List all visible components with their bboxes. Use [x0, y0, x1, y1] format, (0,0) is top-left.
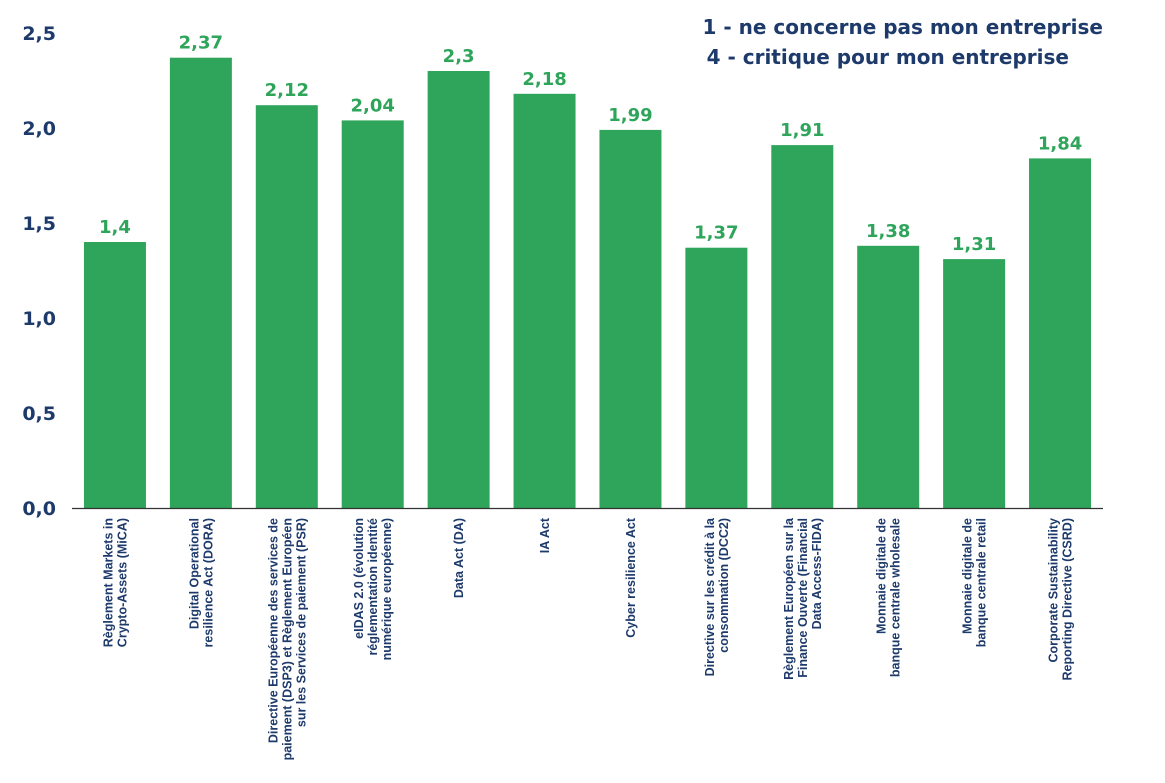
category-label-line: Directive Européenne des services de [266, 518, 280, 743]
y-tick-label: 0,0 [22, 498, 56, 520]
bars [83, 57, 1092, 509]
legend-annotation: 1 - ne concerne pas mon entreprise 4 - c… [702, 15, 1103, 69]
y-tick-label: 1,0 [22, 308, 56, 330]
bar-value-label: 1,37 [694, 223, 738, 244]
legend-line-1: 1 - ne concerne pas mon entreprise [702, 15, 1103, 39]
category-label-line: Monnaie digitale de [875, 518, 889, 634]
y-tick-label: 0,5 [22, 403, 56, 425]
bar-value-label: 2,12 [265, 80, 309, 101]
bar-value-label: 1,91 [780, 120, 824, 141]
bar [83, 242, 146, 508]
legend-line-2: 4 - critique pour mon entreprise [707, 45, 1069, 69]
category-label: Monnaie digitale de banque centrale retai… [961, 518, 989, 647]
category-label-line: consommation (DCC2) [717, 518, 731, 653]
category-label-line: Data Access-FIDA) [810, 518, 824, 629]
bar [857, 245, 920, 509]
category-labels: Règlement Markets in Crypto-Assets (MiCA)… [101, 517, 1074, 760]
category-label-line: Règlement Markets in [101, 518, 115, 647]
category-label: IA Act [538, 517, 552, 553]
category-label-line: Règlement Européen sur la [782, 517, 796, 680]
bar-value-label: 2,04 [350, 95, 394, 116]
category-label-line: eIDAS 2.0 (évolution [352, 518, 366, 639]
bar-value-label: 1,4 [99, 217, 131, 238]
bar [771, 145, 834, 508]
category-label-line: Data Act (DA) [452, 518, 466, 598]
category-label: Cyber resilience Act [624, 517, 638, 638]
category-label: Corporate Sustainability Reporting Direct… [1047, 518, 1075, 681]
category-label-line: Crypto-Assets (MiCA) [115, 518, 129, 647]
category-label-line: Reporting Directive (CSRD) [1061, 518, 1075, 681]
bar [943, 259, 1006, 508]
bar [169, 57, 232, 508]
category-label: Directive sur les crédit à la consommatio… [703, 517, 731, 676]
y-axis-ticks: 0,0 0,5 1,0 1,5 2,0 2,5 [22, 23, 56, 520]
value-labels: 1,4 2,37 2,12 2,04 2,3 2,18 1,99 1,37 1,91 1,38 1,… [99, 33, 1082, 255]
category-label: Directive Européenne des services de paie… [266, 518, 308, 760]
bar [599, 129, 662, 508]
bar [427, 71, 490, 508]
category-label-line: IA Act [538, 517, 552, 553]
y-tick-label: 1,5 [22, 213, 56, 235]
category-label: Règlement Européen sur la Finance Ouverte… [782, 517, 824, 680]
bar-value-label: 1,99 [608, 105, 652, 126]
category-label: eIDAS 2.0 (évolution réglementation ident… [352, 518, 394, 660]
y-tick-label: 2,5 [22, 23, 56, 45]
category-label-line: Cyber resilience Act [624, 517, 638, 638]
category-label-line: paiement (DSP3) et Règlement Européen [280, 518, 294, 760]
category-label-line: Directive sur les crédit à la [703, 517, 717, 676]
category-label-line: resilience Act (DORA) [201, 518, 215, 647]
y-tick-label: 2,0 [22, 118, 56, 140]
category-label-line: Corporate Sustainability [1047, 518, 1061, 663]
category-label-line: sur les Services de paiement (PSR) [294, 518, 308, 727]
category-label-line: banque centrale wholesale [889, 518, 903, 677]
category-label-line: Finance Ouverte (Financial [796, 518, 810, 678]
bar-value-label: 2,18 [522, 69, 566, 90]
bar [1029, 158, 1092, 508]
category-label-line: Monnaie digitale de [961, 518, 975, 634]
bar-value-label: 1,84 [1038, 133, 1082, 154]
category-label-line: réglementation identité [366, 518, 380, 656]
bar-value-label: 1,38 [866, 221, 910, 242]
category-label: Digital Operational resilience Act (DORA) [187, 518, 215, 647]
bar-value-label: 2,3 [443, 46, 475, 67]
bar [341, 120, 404, 509]
bar-value-label: 2,37 [179, 33, 223, 54]
category-label-line: banque centrale retail [975, 518, 989, 647]
category-label: Monnaie digitale de banque centrale whole… [875, 518, 903, 677]
category-label: Data Act (DA) [452, 518, 466, 598]
bar [255, 105, 318, 508]
bar [685, 247, 748, 508]
category-label-line: numérique européenne) [380, 518, 394, 660]
bar [513, 93, 576, 509]
category-label-line: Digital Operational [187, 518, 201, 629]
bar-value-label: 1,31 [952, 234, 996, 255]
category-label: Règlement Markets in Crypto-Assets (MiCA) [101, 518, 129, 647]
